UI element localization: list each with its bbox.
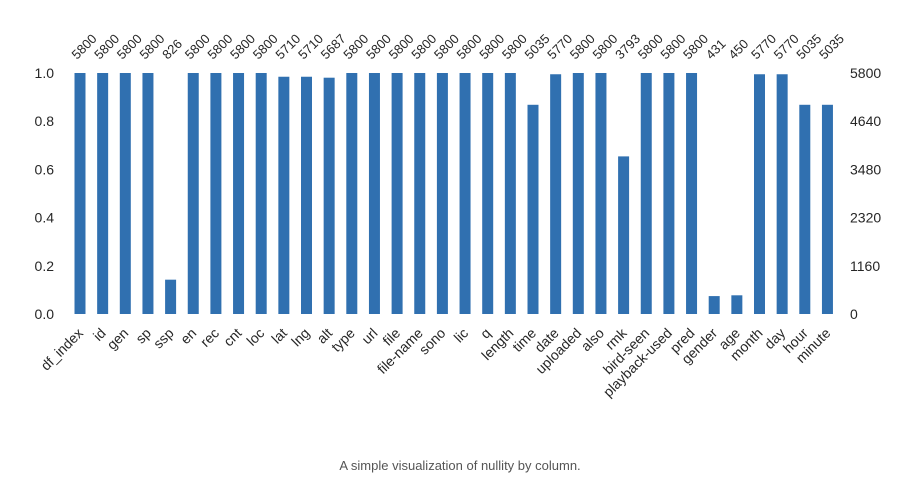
right-tick-label: 0 bbox=[850, 306, 858, 322]
column-label-cnt: cnt bbox=[220, 325, 245, 350]
bar-file bbox=[391, 73, 403, 314]
column-label-sp: sp bbox=[132, 325, 154, 347]
bar-rmk bbox=[618, 156, 630, 314]
column-label-gen: gen bbox=[104, 325, 132, 353]
bar-day bbox=[776, 74, 788, 314]
bar-age bbox=[731, 295, 743, 314]
left-tick-label: 0.4 bbox=[35, 210, 55, 226]
column-label-en: en bbox=[177, 325, 199, 347]
bars-group bbox=[74, 73, 833, 315]
count-label-minute: 5035 bbox=[816, 31, 847, 62]
left-tick-label: 0.8 bbox=[35, 113, 55, 129]
column-label-lat: lat bbox=[268, 325, 290, 347]
column-label-loc: loc bbox=[243, 325, 267, 349]
column-label-sono: sono bbox=[416, 325, 449, 358]
column-label-rec: rec bbox=[197, 325, 222, 350]
bar-playback-used bbox=[663, 73, 675, 314]
bar-lng bbox=[301, 76, 312, 315]
bar-sp bbox=[142, 73, 154, 314]
bar-length bbox=[504, 73, 516, 314]
column-label-lic: lic bbox=[450, 325, 471, 346]
right-tick-label: 3480 bbox=[850, 161, 881, 177]
right-axis: 0 1160 2320 3480 4640 5800 bbox=[850, 65, 881, 322]
count-labels: 5800580058005800826580058005800580057105… bbox=[69, 31, 848, 62]
bar-url bbox=[368, 73, 380, 314]
bar-ssp bbox=[165, 279, 177, 314]
left-tick-label: 0.6 bbox=[35, 161, 55, 177]
bar-q bbox=[482, 73, 494, 314]
bar-gen bbox=[119, 73, 131, 314]
bar-date bbox=[550, 74, 562, 314]
bar-lat bbox=[278, 76, 290, 315]
bar-rec bbox=[210, 73, 222, 314]
right-tick-label: 5800 bbox=[850, 65, 881, 81]
bar-minute bbox=[821, 104, 833, 314]
bar-month bbox=[754, 74, 765, 314]
column-label-url: url bbox=[358, 325, 380, 347]
bar-lic bbox=[459, 73, 471, 314]
bar-alt bbox=[323, 77, 335, 314]
bar-gender bbox=[708, 296, 720, 314]
bar-df_index bbox=[74, 73, 86, 314]
column-label-lng: lng bbox=[288, 325, 313, 350]
left-tick-label: 1.0 bbox=[35, 65, 55, 81]
bar-en bbox=[187, 73, 199, 314]
bar-cnt bbox=[233, 73, 245, 314]
right-tick-label: 1160 bbox=[850, 258, 880, 274]
column-label-df_index: df_index bbox=[37, 325, 86, 374]
bar-sono bbox=[436, 73, 448, 314]
column-label-ssp: ssp bbox=[150, 325, 177, 352]
left-tick-label: 0.2 bbox=[35, 258, 55, 274]
bar-file-name bbox=[414, 73, 426, 314]
left-tick-label: 0.0 bbox=[35, 306, 55, 322]
bar-hour bbox=[799, 104, 811, 314]
bar-uploaded bbox=[572, 73, 584, 314]
right-tick-label: 4640 bbox=[850, 113, 881, 129]
column-label-file-name: file-name bbox=[374, 325, 426, 377]
count-label-age: 450 bbox=[725, 36, 751, 62]
bar-id bbox=[97, 73, 109, 314]
bar-pred bbox=[686, 73, 698, 314]
chart-caption: A simple visualization of nullity by col… bbox=[339, 458, 581, 473]
bar-also bbox=[595, 73, 607, 314]
bar-time bbox=[527, 104, 539, 314]
right-tick-label: 2320 bbox=[850, 210, 881, 226]
column-label-type: type bbox=[328, 325, 358, 355]
left-axis: 0.0 0.2 0.4 0.6 0.8 1.0 bbox=[35, 65, 55, 322]
bar-bird-seen bbox=[640, 73, 652, 314]
bar-loc bbox=[255, 73, 267, 314]
bar-type bbox=[346, 73, 358, 314]
